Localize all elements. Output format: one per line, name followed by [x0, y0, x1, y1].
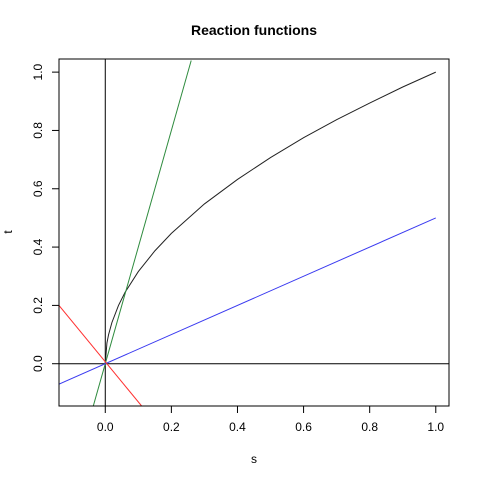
x-tick-label: 0.4	[229, 420, 246, 434]
chart-title: Reaction functions	[191, 22, 317, 38]
y-axis-label: t	[1, 230, 15, 234]
y-tick-label: 0.0	[31, 355, 45, 372]
x-tick-label: 0.6	[295, 420, 312, 434]
y-tick-label: 0.6	[31, 180, 45, 197]
y-tick-label: 0.2	[31, 297, 45, 314]
plot-area	[59, 59, 449, 406]
x-axis: 0.0 0.2 0.4 0.6 0.8 1.0	[97, 406, 444, 434]
y-tick-label: 1.0	[31, 63, 45, 80]
x-tick-label: 0.8	[361, 420, 378, 434]
series-line-2	[92, 60, 192, 406]
x-tick-label: 0.2	[163, 420, 180, 434]
series-line-4	[59, 305, 143, 406]
series-line-1	[104, 71, 436, 364]
x-axis-label: s	[251, 452, 257, 466]
x-tick-label: 0.0	[97, 420, 114, 434]
plot-frame	[58, 58, 450, 407]
y-tick-label: 0.4	[31, 238, 45, 255]
y-axis: 0.0 0.2 0.4 0.6 0.8 1.0	[31, 63, 59, 372]
x-tick-label: 1.0	[427, 420, 444, 434]
y-tick-label: 0.8	[31, 122, 45, 139]
series-line-3	[59, 217, 436, 385]
